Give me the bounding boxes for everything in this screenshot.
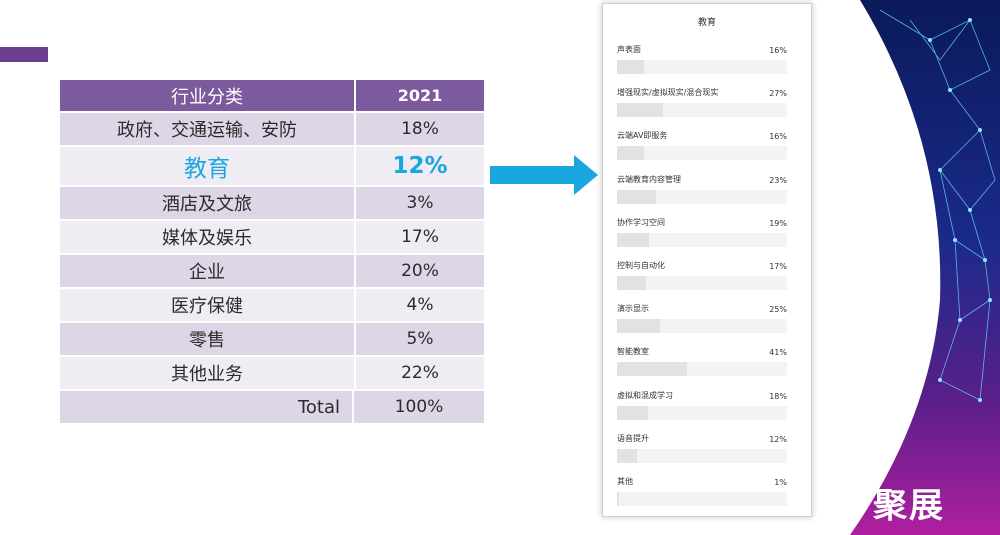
item-bar-fill	[617, 189, 657, 204]
breakdown-item: 云端教育内容管理 23%	[617, 174, 787, 208]
table-header: 行业分类 2021	[60, 80, 484, 113]
breakdown-item: 协作学习空间 19%	[617, 217, 787, 251]
item-bar-track	[617, 319, 787, 334]
row-category: 其他业务	[60, 357, 356, 389]
item-percent: 25%	[769, 305, 787, 315]
item-bar-track	[617, 492, 787, 506]
row-value: 4%	[356, 289, 484, 321]
item-bar-fill	[617, 103, 663, 118]
item-bar-fill	[617, 319, 660, 334]
item-percent: 12%	[769, 434, 787, 444]
item-bar-fill	[617, 405, 648, 420]
item-bar-fill	[617, 276, 646, 290]
breakdown-item: 虚拟和混成学习 18%	[617, 390, 787, 424]
item-label: 云端教育内容管理	[617, 174, 681, 184]
item-label: 协作学习空间	[617, 217, 665, 227]
row-value: 100%	[354, 391, 484, 423]
item-percent: 27%	[769, 89, 787, 99]
item-percent: 19%	[769, 218, 787, 228]
item-bar-fill	[617, 60, 645, 74]
item-label: 智能教室	[617, 347, 649, 357]
item-bar-fill	[617, 448, 638, 463]
item-bar-track	[617, 362, 787, 377]
breakdown-item: 演示显示 25%	[617, 303, 787, 337]
table-row: 医疗保健 4%	[60, 289, 484, 323]
row-category: 零售	[60, 323, 356, 355]
item-bar-track	[617, 276, 787, 290]
breakdown-item: 智能教室 41%	[617, 346, 787, 380]
item-label: 增强现实/虚拟现实/混合现实	[617, 88, 719, 98]
item-bar-track	[617, 232, 787, 247]
row-value: 20%	[356, 255, 484, 287]
row-value: 3%	[356, 187, 484, 219]
breakdown-item: 控制与自动化 17%	[617, 260, 787, 294]
row-category: 医疗保健	[60, 289, 356, 321]
table-row: 酒店及文旅 3%	[60, 187, 484, 221]
industry-table: 行业分类 2021 政府、交通运输、安防 18% 教育 12% 酒店及文旅 3%…	[60, 80, 484, 425]
accent-bar	[0, 47, 48, 62]
item-label: 虚拟和混成学习	[617, 390, 673, 400]
row-value: 5%	[356, 323, 484, 355]
item-percent: 1%	[774, 478, 787, 487]
table-row: 其他业务 22%	[60, 357, 484, 391]
row-category: 酒店及文旅	[60, 187, 356, 219]
breakdown-item: 声表面 16%	[617, 44, 787, 78]
row-value: 17%	[356, 221, 484, 253]
table-row-total: Total 100%	[60, 391, 484, 425]
item-label: 声表面	[617, 45, 641, 54]
item-label: 云端AV即服务	[617, 131, 668, 141]
item-bar-track	[617, 103, 787, 118]
item-label: 语音提升	[617, 433, 649, 443]
header-year: 2021	[356, 80, 484, 111]
right-arrow-icon	[490, 155, 598, 195]
item-label: 其他	[617, 477, 633, 486]
item-percent: 16%	[769, 132, 787, 142]
table-row-highlight: 教育 12%	[60, 147, 484, 187]
row-category: 媒体及娱乐	[60, 221, 356, 253]
item-bar-track	[617, 405, 787, 420]
row-value: 22%	[356, 357, 484, 389]
item-label: 演示显示	[617, 304, 649, 314]
decorative-network-graphic	[850, 0, 1000, 535]
item-bar-fill	[617, 362, 687, 377]
table-row: 企业 20%	[60, 255, 484, 289]
item-bar-track	[617, 60, 787, 74]
row-value: 12%	[356, 147, 484, 185]
item-percent: 41%	[769, 348, 787, 358]
item-label: 控制与自动化	[617, 261, 665, 270]
row-category: 企业	[60, 255, 356, 287]
item-bar-track	[617, 189, 787, 204]
item-percent: 23%	[769, 175, 787, 185]
item-bar-fill	[617, 232, 650, 247]
item-percent: 16%	[769, 46, 787, 55]
item-bar-fill	[617, 146, 645, 161]
item-bar-track	[617, 146, 787, 161]
breakdown-item: 其他 1%	[617, 476, 787, 510]
item-bar-fill	[617, 492, 619, 506]
item-percent: 17%	[769, 262, 787, 271]
row-category: Total	[60, 391, 354, 423]
breakdown-item: 云端AV即服务 16%	[617, 130, 787, 164]
brand-logo: 聚展	[873, 486, 945, 526]
breakdown-item: 增强现实/虚拟现实/混合现实 27%	[617, 87, 787, 121]
table-row: 媒体及娱乐 17%	[60, 221, 484, 255]
education-breakdown-panel: 教育 声表面 16% 增强现实/虚拟现实/混合现实 27% 云端AV即服务 16% 云端教育…	[602, 3, 812, 517]
row-category: 教育	[60, 147, 356, 185]
item-percent: 18%	[769, 391, 787, 401]
table-row: 政府、交通运输、安防 18%	[60, 113, 484, 147]
header-category: 行业分类	[60, 80, 356, 111]
item-bar-track	[617, 448, 787, 463]
row-category: 政府、交通运输、安防	[60, 113, 356, 145]
panel-title: 教育	[697, 18, 716, 28]
breakdown-item: 语音提升 12%	[617, 433, 787, 467]
row-value: 18%	[356, 113, 484, 145]
table-row: 零售 5%	[60, 323, 484, 357]
